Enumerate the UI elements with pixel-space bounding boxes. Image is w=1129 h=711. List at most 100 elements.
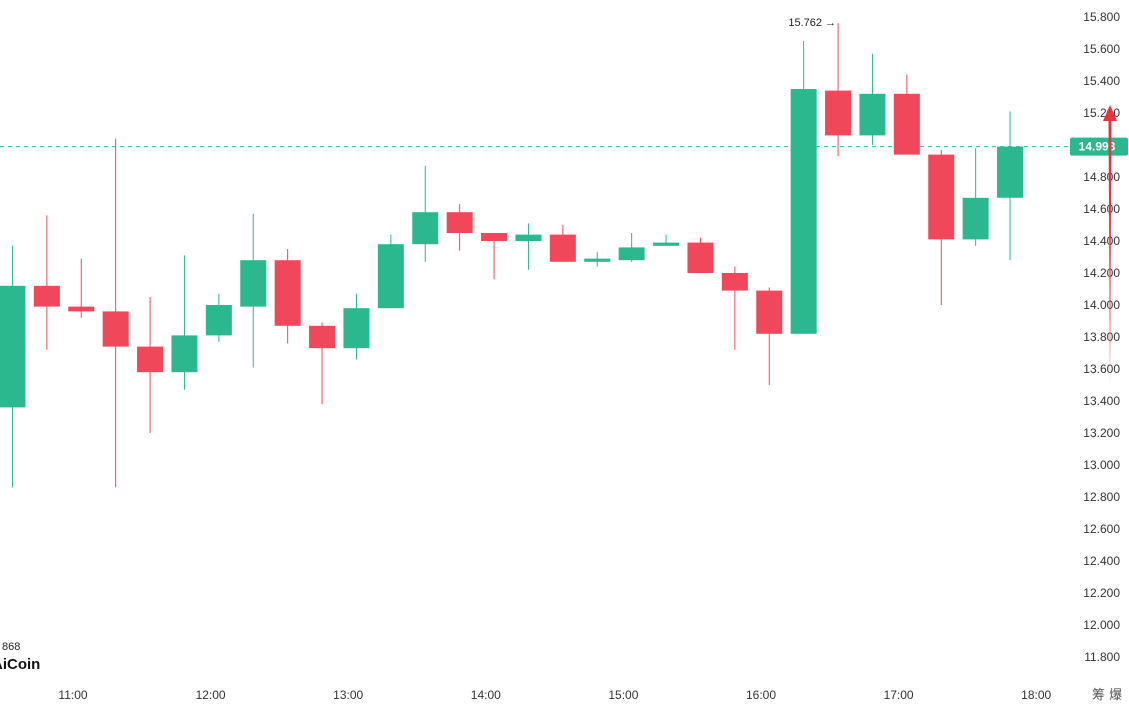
x-tick-label: 14:00 [471,688,501,702]
candle-body-up [997,146,1024,198]
candle-body-up [584,258,611,262]
y-tick-label: 14.400 [1083,234,1120,248]
candle-body-down [102,311,129,347]
x-tick-label: 18:00 [1021,688,1051,702]
candle [240,213,267,368]
price-fragment-label: 868 [2,641,20,653]
candle [309,322,336,405]
corner-chars: 筹 爆 [1092,687,1122,703]
y-tick-label: 12.200 [1083,586,1120,600]
candle-body-down [893,93,920,155]
candles [0,23,1024,488]
candle-body-down [309,325,336,349]
red-arrow-overlay [1103,105,1117,385]
candle-body-down [446,212,473,233]
candle-body-up [859,93,886,136]
candle-body-up [0,285,26,408]
candle [0,245,26,488]
current-price-label: 14.993 [1079,140,1116,154]
candle [687,237,714,273]
candle-body-down [68,306,95,312]
y-tick-label: 13.400 [1083,394,1120,408]
candle [205,293,232,342]
candle-body-down [928,154,955,240]
y-tick-label: 15.600 [1083,42,1120,56]
candle-body-up [412,212,439,245]
y-tick-label: 13.000 [1083,458,1120,472]
candle-body-up [515,234,542,241]
aicoin-logo: AiCoin [0,656,40,673]
y-tick-label: 11.800 [1084,650,1120,664]
candle-body-up [171,335,198,373]
candle-body-down [274,260,301,326]
candle [928,149,955,305]
x-tick-label: 17:00 [884,688,914,702]
y-tick-label: 14.600 [1083,202,1120,216]
candle [274,249,301,344]
candle-body-up [343,308,370,349]
x-axis: 11:00 12:00 13:00 14:00 15:00 16:00 17:00 18:00 [58,688,1051,702]
candle-body-down [481,233,508,241]
candle-body-down [721,273,748,291]
candle-body-down [137,346,164,373]
y-tick-label: 14.000 [1083,298,1120,312]
candle [171,255,198,390]
candle [549,225,576,262]
y-tick-label: 13.600 [1083,362,1120,376]
max-price-annotation: 15.762 → [788,17,836,29]
candle [997,111,1024,261]
arrow-shaft [1108,119,1112,385]
y-tick-label: 15.800 [1083,10,1120,24]
candle [584,252,611,267]
candle-body-up [653,242,680,246]
candle [825,23,852,157]
candle [756,287,783,385]
y-tick-label: 12.800 [1083,490,1120,504]
y-tick-label: 12.400 [1083,554,1120,568]
candle-body-down [549,234,576,262]
candle [412,165,439,262]
candle [962,148,989,246]
max-price-label: 15.762 → [788,17,836,29]
x-tick-label: 11:00 [58,688,87,702]
candle [377,234,404,309]
x-tick-label: 16:00 [746,688,776,702]
candle-body-down [756,290,783,334]
candle [137,297,164,433]
candle [721,266,748,350]
candle-body-down [825,90,852,136]
candle-body-up [377,244,404,309]
candle [102,138,129,488]
y-axis: 15.80015.60015.40015.20015.00014.80014.6… [1083,10,1120,664]
candle [790,41,817,334]
current-price-tag: 14.993 [1070,137,1128,156]
candle [893,74,920,155]
candle-body-down [687,242,714,273]
y-tick-label: 15.400 [1083,74,1120,88]
candle [515,223,542,270]
candle-body-up [240,260,267,307]
x-tick-label: 12:00 [196,688,226,702]
y-tick-label: 13.800 [1083,330,1120,344]
x-tick-label: 13:00 [333,688,363,702]
candle [653,234,680,246]
candle [33,215,60,350]
x-tick-label: 15:00 [608,688,638,702]
candle [481,233,508,280]
candle-body-up [790,89,817,334]
candle [618,233,645,262]
y-tick-label: 12.600 [1083,522,1120,536]
y-tick-label: 14.800 [1083,170,1120,184]
arrow-head-icon [1103,105,1117,121]
current-price-tag-bg [1070,137,1128,156]
candle-body-up [618,247,645,261]
candle-body-up [962,197,989,240]
candle [859,53,886,145]
candle-body-down [33,285,60,307]
y-tick-label: 14.200 [1083,266,1120,280]
candle [343,293,370,360]
candle [68,258,95,318]
candle-body-up [205,305,232,336]
candle [446,204,473,251]
